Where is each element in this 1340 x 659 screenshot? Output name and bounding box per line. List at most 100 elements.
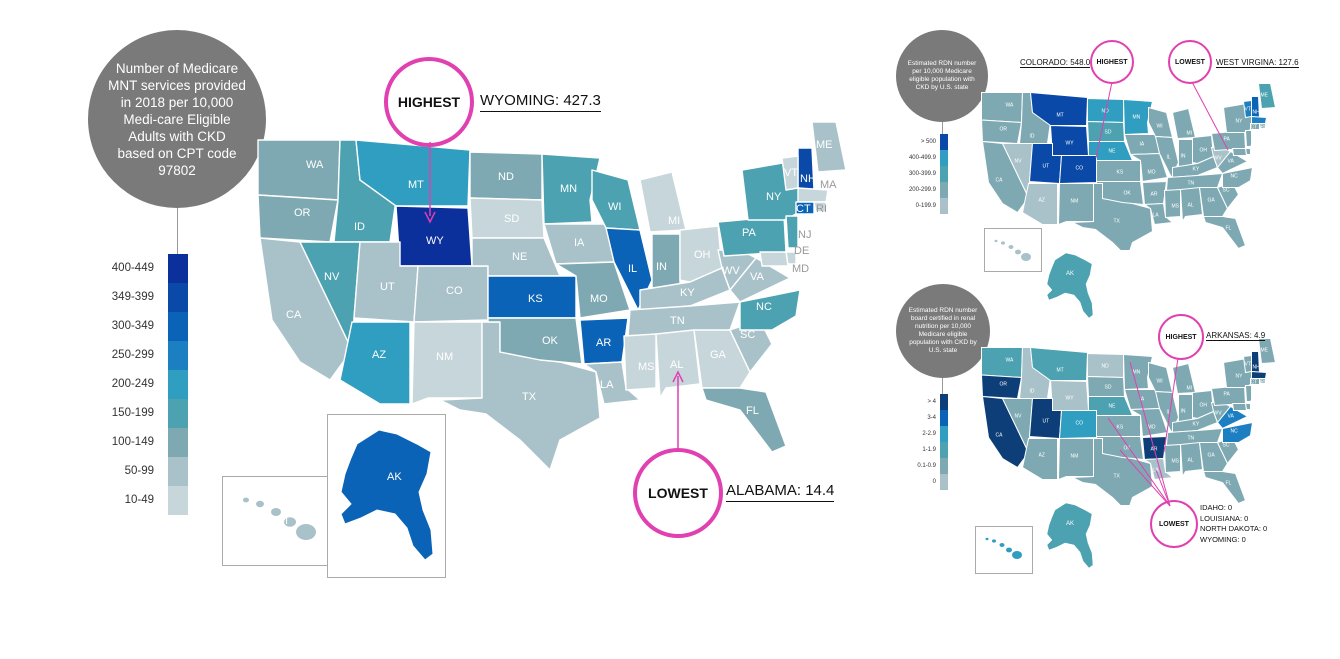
state-label-ne: NE — [1109, 149, 1117, 155]
small-legend-swatch — [940, 394, 948, 410]
state-label-ar: AR — [596, 337, 611, 349]
br-highest-circle: HIGHEST — [1158, 314, 1204, 360]
state-label-mi: MI — [1187, 386, 1193, 392]
main-title: Number of Medicare MNT services provided… — [108, 60, 246, 178]
state-label-id: ID — [1030, 134, 1035, 140]
br-legend-connector — [942, 378, 943, 394]
state-az — [1021, 183, 1058, 225]
legend-item: 300-349 — [100, 312, 190, 341]
state-label-al: AL — [1188, 458, 1194, 464]
small-legend-swatch — [940, 442, 948, 458]
state-label-sc: SC — [740, 329, 755, 341]
tr-hawaii-inset — [984, 228, 1042, 272]
br-lowest-item: IDAHO: 0 — [1200, 503, 1233, 512]
small-legend-label: 1-1.9 — [922, 447, 936, 453]
hawaii-island — [992, 539, 996, 543]
legend-label: 250-299 — [111, 349, 154, 361]
state-label-nm: NM — [1071, 454, 1079, 460]
hawaii-island — [296, 524, 316, 540]
hawaii-island — [284, 517, 296, 527]
state-ok — [487, 317, 583, 365]
state-label-fl: FL — [746, 405, 759, 417]
state-label-ri: RI — [1261, 125, 1266, 131]
state-label-mn: MN — [1133, 370, 1141, 376]
state-nc — [739, 289, 801, 331]
state-label-sc: SC — [1223, 443, 1230, 449]
state-fl — [701, 387, 787, 453]
state-label-de: DE — [1250, 146, 1258, 152]
br-hawaii-inset — [975, 526, 1033, 574]
small-legend-item: 300-399.9 — [890, 166, 950, 182]
state-tn — [1165, 427, 1224, 447]
br-highest-label: HIGHEST — [1165, 333, 1197, 341]
state-label-ok: OK — [1124, 446, 1132, 452]
state-label-ky: KY — [680, 287, 695, 299]
state-az — [1021, 438, 1058, 480]
state-label-ok: OK — [542, 335, 559, 347]
legend-item: 10-49 — [100, 486, 190, 515]
state-label-vt: VT — [784, 167, 798, 179]
state-wi — [591, 169, 641, 231]
small-legend-item: > 4 — [890, 394, 950, 410]
hawaii-island — [1012, 551, 1022, 559]
state-label-mo: MO — [1148, 170, 1156, 176]
state-label-in: IN — [656, 261, 667, 273]
state-label-ny: NY — [766, 191, 782, 203]
legend-label: 150-199 — [111, 407, 154, 419]
state-label-nh: NH — [1253, 110, 1261, 116]
legend-label: 300-349 — [111, 320, 154, 332]
legend-item: 400-449 — [100, 254, 190, 283]
state-label-wv: WV — [1214, 411, 1223, 417]
state-label-az: AZ — [372, 349, 386, 361]
state-label-nv: NV — [1015, 159, 1023, 165]
hi-label: HI — [277, 515, 288, 527]
state-label-sd: SD — [1105, 385, 1112, 391]
state-label-wy: WY — [426, 235, 444, 247]
state-nj — [1244, 385, 1252, 402]
small-legend-label: > 500 — [920, 139, 936, 145]
tr-lowest-label: LOWEST — [1175, 58, 1205, 66]
main-lowest-text: ALABAMA: 14.4 — [726, 482, 835, 502]
legend-label: 50-99 — [124, 465, 154, 477]
state-label-ks: KS — [528, 293, 543, 305]
small-legend-swatch — [940, 134, 948, 150]
state-label-ma: MA — [820, 179, 837, 191]
state-label-wa: WA — [1006, 358, 1015, 364]
state-fl — [1202, 216, 1247, 250]
main-highest-circle: HIGHEST — [384, 57, 474, 147]
state-label-ca: CA — [286, 309, 302, 321]
small-legend-label: 0 — [932, 479, 936, 485]
small-legend-item: 1-1.9 — [890, 442, 950, 458]
state-label-ct: CT — [1251, 380, 1258, 386]
state-label-ri: RI — [1261, 380, 1266, 386]
state-fl — [1202, 471, 1247, 505]
legend-swatch — [168, 486, 188, 515]
hawaii-island — [1006, 547, 1012, 553]
state-label-nc: NC — [1231, 174, 1239, 180]
state-label-wv: WV — [722, 265, 740, 277]
state-ga — [693, 329, 751, 389]
state-md — [759, 251, 789, 267]
small-legend-item: 3-4 — [890, 410, 950, 426]
legend-label: 100-149 — [111, 436, 154, 448]
state-label-al: AL — [1188, 203, 1194, 209]
br-ak-label: AK — [1066, 521, 1074, 527]
state-label-wi: WI — [1157, 124, 1163, 130]
state-ri — [1258, 123, 1266, 129]
state-nm — [1057, 183, 1094, 226]
tr-alaska-map: AK — [1046, 252, 1094, 319]
state-label-sc: SC — [1223, 188, 1230, 194]
state-label-ms: MS — [1172, 459, 1180, 465]
state-ri — [813, 201, 827, 213]
state-nc — [1222, 166, 1254, 188]
state-ms — [623, 333, 657, 391]
state-label-mt: MT — [1057, 368, 1064, 374]
state-la — [1142, 202, 1174, 226]
hawaii-island — [1021, 253, 1031, 261]
state-la — [1142, 457, 1174, 481]
legend-label: 10-49 — [124, 494, 154, 506]
legend-item: 100-149 — [100, 428, 190, 457]
alaska-map: AK — [340, 429, 434, 561]
state-label-ia: IA — [1140, 142, 1145, 148]
state-label-in: IN — [1181, 409, 1186, 415]
